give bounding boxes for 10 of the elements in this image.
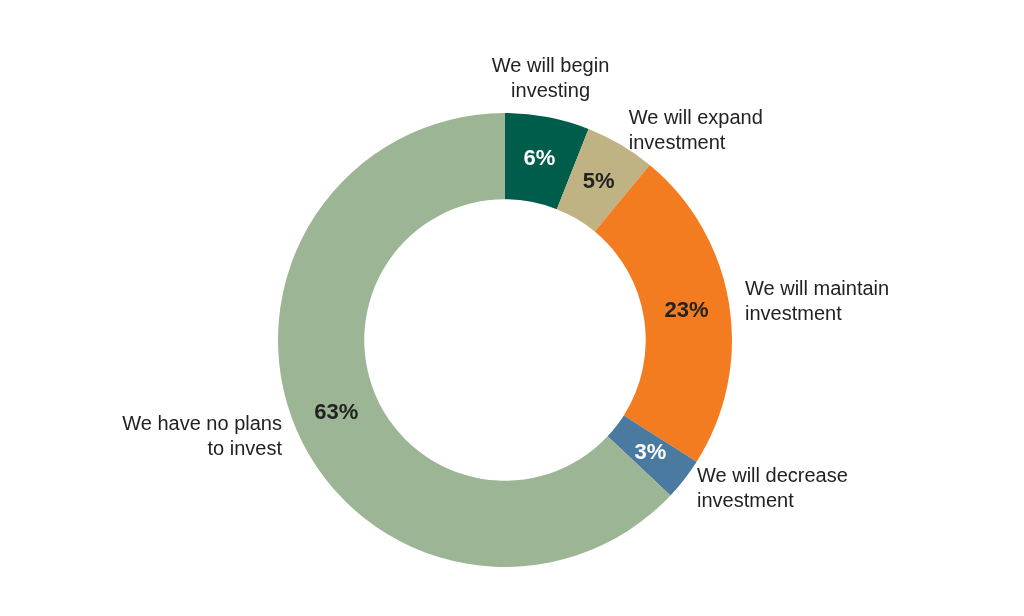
slice-label: We will maintain investment: [745, 277, 890, 324]
data-label: 63%: [314, 399, 359, 425]
data-label: 5%: [582, 167, 615, 193]
slice-label: We will expand investment: [628, 105, 763, 153]
data-label: 6%: [523, 145, 556, 171]
slice-label: We have no plans to invest: [122, 411, 283, 459]
slice-label: We will decrease investment: [697, 463, 848, 511]
data-label: 3%: [634, 438, 667, 464]
data-label: 23%: [664, 297, 709, 323]
slice-label: We will begin investing: [491, 53, 610, 101]
